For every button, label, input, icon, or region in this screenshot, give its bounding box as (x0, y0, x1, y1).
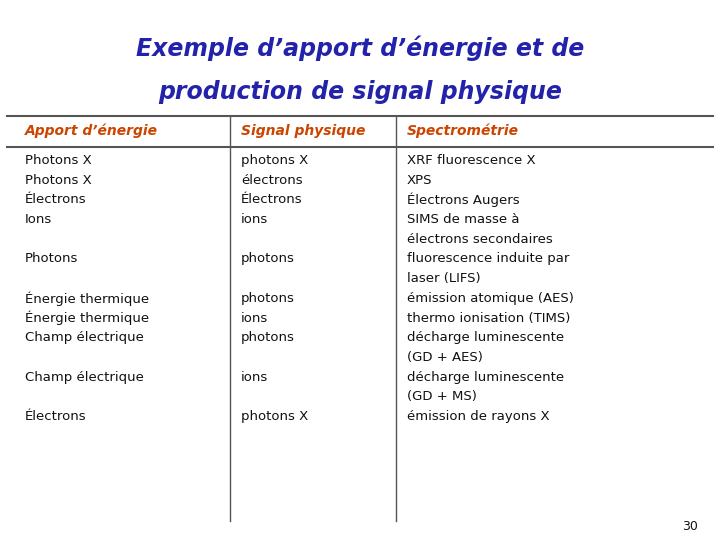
Text: Électrons: Électrons (241, 193, 303, 206)
Text: électrons: électrons (241, 173, 303, 187)
Text: laser (LIFS): laser (LIFS) (407, 272, 480, 285)
Text: Apport d’énergie: Apport d’énergie (25, 124, 158, 138)
Text: Champ électrique: Champ électrique (25, 370, 144, 384)
Text: ions: ions (241, 370, 269, 384)
Text: 30: 30 (683, 520, 698, 533)
Text: Photons X: Photons X (25, 173, 92, 187)
Text: photons: photons (241, 252, 295, 266)
Text: décharge luminescente: décharge luminescente (407, 331, 564, 345)
Text: Exemple d’apport d’énergie et de: Exemple d’apport d’énergie et de (136, 36, 584, 62)
Text: Photons: Photons (25, 252, 78, 266)
Text: (GD + AES): (GD + AES) (407, 351, 482, 364)
Text: émission de rayons X: émission de rayons X (407, 410, 549, 423)
Text: Spectrométrie: Spectrométrie (407, 124, 519, 138)
Text: Énergie thermique: Énergie thermique (25, 311, 149, 325)
Text: émission atomique (AES): émission atomique (AES) (407, 292, 574, 305)
Text: photons: photons (241, 331, 295, 345)
Text: photons: photons (241, 292, 295, 305)
Text: décharge luminescente: décharge luminescente (407, 370, 564, 384)
Text: Énergie thermique: Énergie thermique (25, 291, 149, 306)
Text: Ions: Ions (25, 213, 53, 226)
Text: Électrons: Électrons (25, 410, 87, 423)
Text: thermo ionisation (TIMS): thermo ionisation (TIMS) (407, 312, 570, 325)
Text: photons X: photons X (241, 410, 308, 423)
Text: production de signal physique: production de signal physique (158, 80, 562, 104)
Text: photons X: photons X (241, 154, 308, 167)
Text: Photons X: Photons X (25, 154, 92, 167)
Text: SIMS de masse à: SIMS de masse à (407, 213, 519, 226)
Text: ions: ions (241, 312, 269, 325)
Text: ions: ions (241, 213, 269, 226)
Text: (GD + MS): (GD + MS) (407, 390, 477, 403)
Text: Électrons Augers: Électrons Augers (407, 193, 519, 207)
Text: XRF fluorescence X: XRF fluorescence X (407, 154, 536, 167)
Text: Électrons: Électrons (25, 193, 87, 206)
Text: électrons secondaires: électrons secondaires (407, 233, 552, 246)
Text: Signal physique: Signal physique (241, 124, 366, 138)
Text: fluorescence induite par: fluorescence induite par (407, 252, 570, 266)
Text: Champ électrique: Champ électrique (25, 331, 144, 345)
Text: XPS: XPS (407, 173, 432, 187)
